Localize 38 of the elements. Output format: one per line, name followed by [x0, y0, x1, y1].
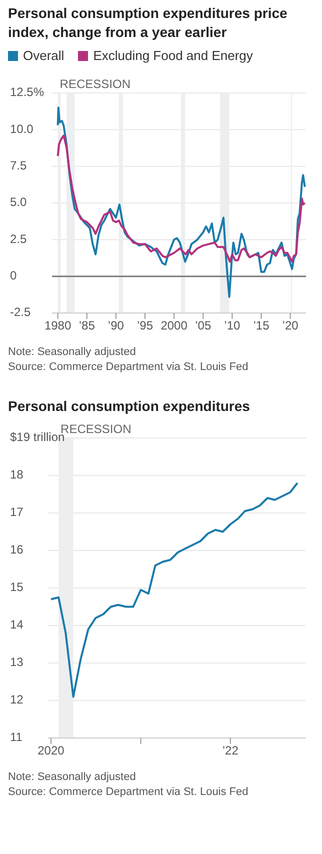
line-series [56, 134, 306, 263]
line-series [56, 106, 306, 298]
x-tick-label: ’10 [224, 318, 241, 333]
x-tick-label: ’20 [282, 318, 299, 333]
y-tick-label: 5.0 [10, 195, 28, 210]
y-tick-label: 18 [10, 468, 24, 482]
y-tick-label: 11 [10, 730, 23, 744]
x-tick-label: 2020 [38, 744, 65, 758]
x-tick-label: ’15 [253, 318, 270, 333]
y-tick-label: -2.5 [10, 305, 32, 320]
text: Note: Seasonally adjusted [8, 345, 137, 360]
text: Note: Seasonally adjusted [8, 770, 137, 785]
x-tick-label: ’90 [108, 318, 124, 333]
y-tick-label: 13 [10, 655, 24, 670]
legend-label: Excluding Food and Energy [93, 48, 253, 63]
y-tick-label: 17 [10, 505, 24, 520]
x-tick-label: 2000 [160, 318, 188, 333]
band-label: RECESSION [60, 77, 130, 91]
y-tick-label: 15 [10, 580, 24, 594]
y-tick-label: 2.5 [10, 232, 28, 246]
y-tick-label: 10.0 [10, 122, 34, 136]
y-tick-label: 14 [10, 618, 24, 632]
source-note: Source: Commerce Department via St. Louis Fed [8, 785, 250, 800]
y-tick-label: 16 [10, 542, 24, 557]
y-tick-label: 7.5 [10, 158, 28, 173]
x-tick-label: ’85 [78, 318, 96, 333]
y-tick-label: 12 [10, 692, 24, 707]
chart-title: Personal consumption expenditures price index, change from a year earlier [8, 4, 288, 42]
x-tick-label: ’95 [136, 318, 154, 333]
x-tick-label: 1980 [44, 318, 72, 333]
legend-label: Overall [23, 48, 64, 63]
y-tick-label: 0 [10, 268, 17, 283]
x-tick-label: ’22 [222, 744, 239, 758]
y-tick-label: 12.5% [10, 85, 44, 100]
line-series [50, 482, 298, 698]
x-tick-label: ’05 [195, 318, 212, 333]
source-note: Source: Commerce Department via St. Louis Fed [8, 360, 250, 375]
chart-title: Personal consumption expenditures [8, 397, 251, 416]
